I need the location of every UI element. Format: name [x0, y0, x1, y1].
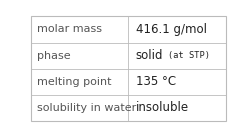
Text: molar mass: molar mass — [37, 24, 102, 34]
Text: solid: solid — [135, 49, 162, 62]
Text: phase: phase — [37, 51, 70, 61]
Text: insoluble: insoluble — [135, 101, 188, 115]
Text: solubility in water: solubility in water — [37, 103, 136, 113]
Text: (at STP): (at STP) — [167, 51, 209, 60]
Text: 416.1 g/mol: 416.1 g/mol — [135, 23, 206, 36]
Text: 135 °C: 135 °C — [135, 75, 175, 88]
Text: melting point: melting point — [37, 77, 111, 87]
